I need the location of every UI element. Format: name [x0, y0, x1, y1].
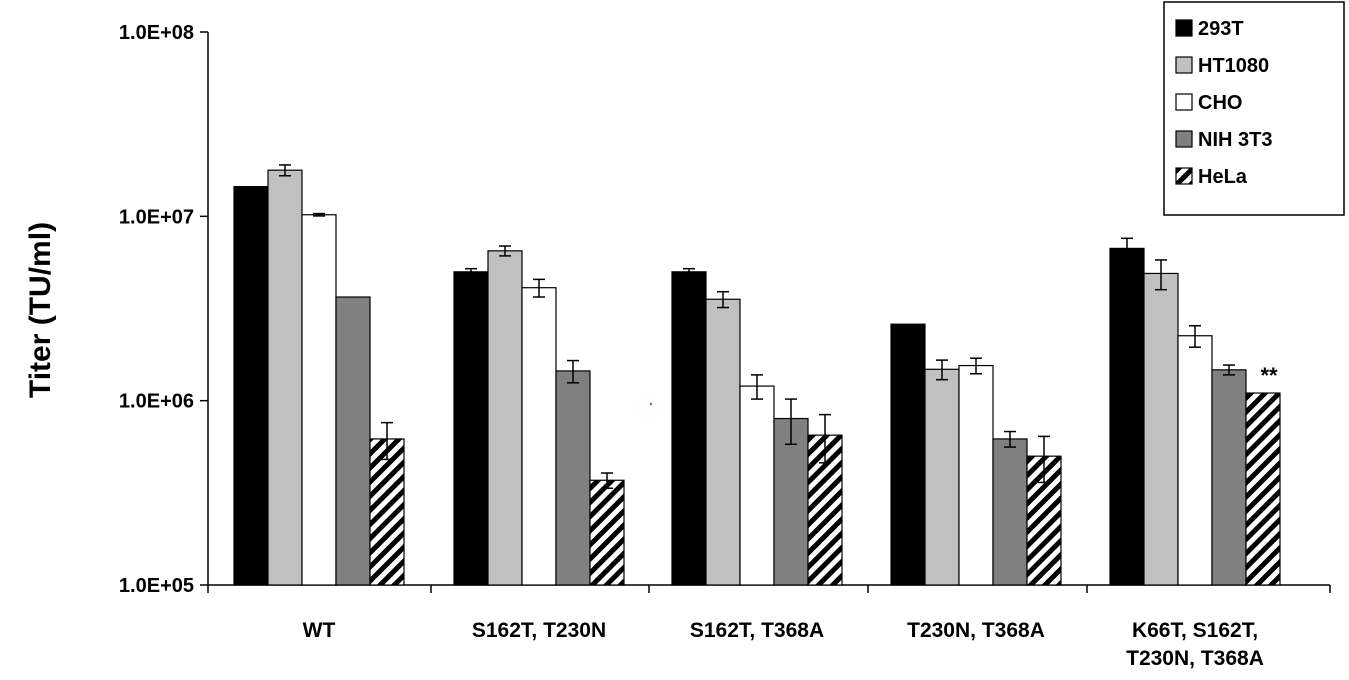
legend-entry: 293T: [1198, 18, 1244, 40]
y-tick-label: 1.0E+08: [119, 22, 194, 44]
error-bar: [1155, 259, 1167, 291]
legend-swatch: [1175, 167, 1193, 185]
error-bar: [751, 374, 763, 400]
error-bar: [313, 212, 325, 217]
error-bar: [1121, 237, 1133, 261]
y-axis-label: Titer (TU/ml): [24, 222, 57, 398]
x-category-label: K66T, S162T, T230N, T368A: [1126, 619, 1264, 670]
legend-entry: NIH 3T3: [1198, 129, 1272, 151]
x-category-label-line: S162T, T230N: [472, 619, 606, 642]
y-tick-label: 1.0E+06: [119, 391, 194, 413]
error-bar: [936, 359, 948, 381]
x-category-label: S162T, T230N: [472, 619, 606, 642]
x-category-label-line: WT: [303, 619, 336, 642]
error-bar: [279, 164, 291, 177]
legend-entry: HT1080: [1198, 55, 1269, 77]
error-bar: [819, 413, 831, 464]
x-category-label: S162T, T368A: [690, 619, 824, 642]
bar-ht1080: [1143, 272, 1179, 586]
legend-swatch: [1175, 19, 1193, 37]
error-bar: [1189, 324, 1201, 348]
bar-hela: [1245, 392, 1281, 586]
x-category-label-line: K66T, S162T,: [1132, 619, 1258, 642]
bar-nih-3t3: [1211, 369, 1247, 586]
error-bar: [970, 357, 982, 375]
legend-swatch: [1175, 130, 1193, 148]
x-category-label-line: T230N, T368A: [907, 619, 1045, 642]
x-category-label-line: T230N, T368A: [1126, 647, 1264, 670]
bar-nih-3t3: [992, 438, 1028, 586]
x-category-label: T230N, T368A: [907, 619, 1045, 642]
legend-entry: CHO: [1198, 92, 1242, 114]
bar-cho: [521, 287, 557, 586]
error-bar: [1223, 364, 1235, 376]
x-category-label: WT: [303, 619, 336, 642]
error-bar: [683, 267, 695, 276]
legend-swatch: [1175, 93, 1193, 111]
significance-annotation: **: [1260, 363, 1278, 388]
bar-ht1080: [705, 298, 741, 586]
error-bar: [465, 267, 477, 276]
bar-hela: [589, 479, 625, 586]
bar-293t: [890, 323, 926, 586]
stray-mark: [649, 402, 653, 406]
bar-cho: [301, 214, 337, 586]
bar-cho: [958, 364, 994, 586]
legend-box: [1163, 1, 1345, 216]
bar-293t: [453, 271, 489, 586]
error-bar: [381, 421, 393, 461]
bar-nih-3t3: [335, 296, 371, 586]
legend-swatch: [1175, 56, 1193, 74]
bar-hela: [369, 438, 405, 586]
bar-293t: [671, 271, 707, 586]
bar-ht1080: [267, 169, 303, 586]
error-bar: [1038, 435, 1050, 484]
legend-entry: HeLa: [1198, 166, 1248, 188]
bar-cho: [739, 385, 775, 586]
y-tick-label: 1.0E+07: [119, 206, 194, 228]
bar-nih-3t3: [555, 370, 591, 586]
legend: 293T HT1080 CHO NIH 3T3 HeLa: [1163, 1, 1345, 216]
error-bar: [567, 359, 579, 384]
bar-ht1080: [487, 250, 523, 586]
error-bar: [533, 278, 545, 298]
bar-293t: [1109, 247, 1145, 586]
error-bar: [1004, 430, 1016, 448]
error-bar: [499, 245, 511, 257]
bar-cho: [1177, 335, 1213, 586]
x-category-label-line: S162T, T368A: [690, 619, 824, 642]
error-bar: [717, 290, 729, 309]
bar-ht1080: [924, 368, 960, 586]
y-tick-label: 1.0E+05: [119, 575, 194, 597]
error-bar: [785, 398, 797, 446]
bar-293t: [233, 185, 269, 586]
error-bar: [601, 472, 613, 489]
